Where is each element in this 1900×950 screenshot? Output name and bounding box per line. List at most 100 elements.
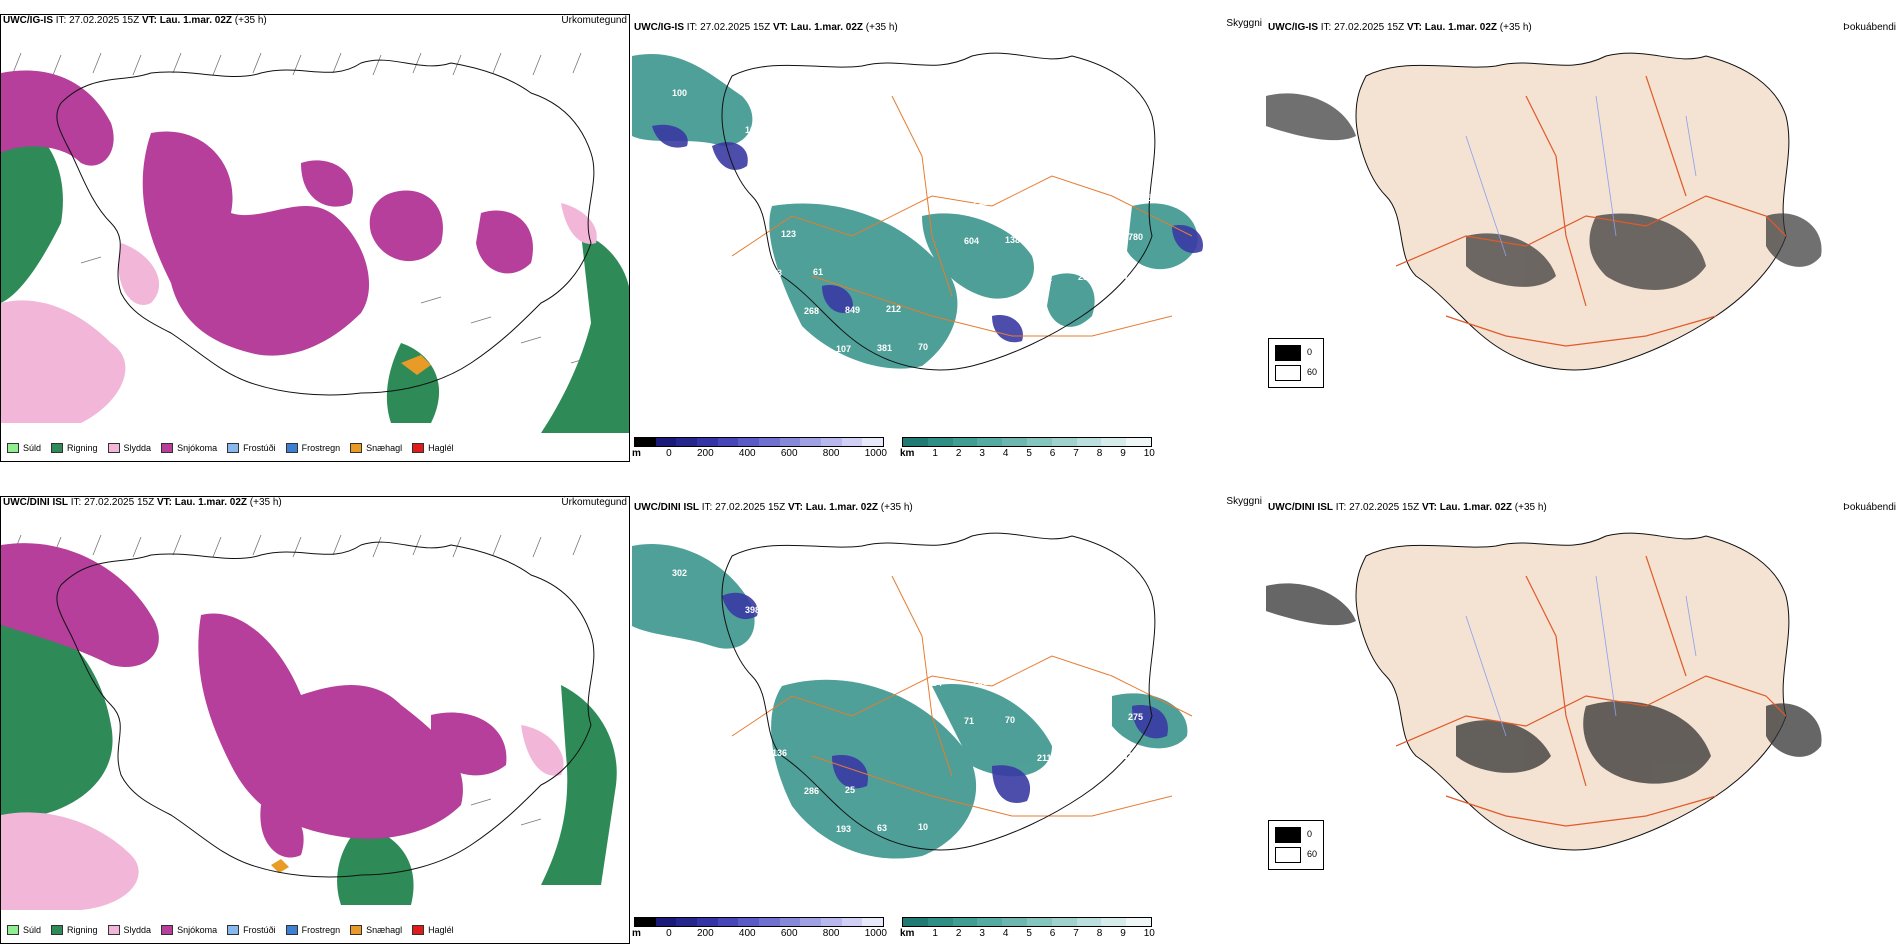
cloud-base-label: 116 xyxy=(827,123,842,133)
cloud-base-label: 84 xyxy=(754,826,764,836)
legend-item: Súld xyxy=(7,925,41,935)
cloud-base-label: 105 xyxy=(745,125,760,135)
cloud-base-label: 805 xyxy=(1137,193,1152,203)
fog-legend-swatch xyxy=(1275,365,1301,381)
cloud-base-label: 107 xyxy=(836,344,851,354)
cloud-base-label: 212 xyxy=(973,197,988,207)
colorbar-tick: 800 xyxy=(822,928,840,939)
valid-time: VT: Lau. 1.mar. 02Z xyxy=(787,502,879,513)
cloud-base-label: 616 xyxy=(959,341,974,351)
visibility-map[interactable]: 100 105 129 678 604 482 63 19 54 153 168 138 281 07 34… xyxy=(632,36,1262,436)
valid-time: VT: Lau. 1.mar. 02Z xyxy=(1406,22,1498,33)
legend-label: Snjókoma xyxy=(177,925,218,935)
legend-label: Frostregn xyxy=(301,443,341,453)
colorbar-tick: 200 xyxy=(696,928,714,939)
precip-map-frame[interactable]: UWC/IG-IS IT: 27.02.2025 15Z VT: Lau. 1.… xyxy=(0,14,630,462)
cloud-base-label: 398 xyxy=(745,605,760,615)
visibility-map[interactable]: 302 398 188 165 71 211 67 267 238 503 84 70 117 95 84 8… xyxy=(632,516,1262,916)
colorbar-tick: 400 xyxy=(738,928,756,939)
colorbar-segment xyxy=(635,918,656,926)
colorbar-segment xyxy=(717,918,739,926)
colorbar-segment xyxy=(927,918,953,926)
ceiling-colorbar xyxy=(634,917,884,927)
cloud-base-label: 188 xyxy=(818,642,833,652)
init-time: 27.02.2025 15Z xyxy=(700,22,771,33)
rivers xyxy=(1465,95,1697,257)
cloud-base-label: 98 xyxy=(699,231,709,241)
legend-item: Rigning xyxy=(51,925,98,935)
cloud-base-label: 71 xyxy=(964,716,974,726)
colorbar-segment xyxy=(977,918,1003,926)
cloud-base-label: 251 xyxy=(708,192,723,202)
colorbar-tick: 6 xyxy=(1049,928,1056,939)
cloud-base-label: 61 xyxy=(909,601,919,611)
cloud-base-label: 100 xyxy=(722,788,737,798)
legend-swatch xyxy=(107,443,120,453)
colorbar-tick: 3 xyxy=(979,928,985,939)
colorbar-segment xyxy=(977,438,1003,446)
colorbar-segment xyxy=(1126,918,1151,926)
colorbar-segment xyxy=(841,918,863,926)
cloud-base-label: 228 xyxy=(1096,194,1111,204)
cloud-base-label: 67 xyxy=(1110,790,1120,800)
cloud-base-label: 281 xyxy=(973,677,988,687)
legend-item: Snæhagl xyxy=(350,443,402,453)
panel-header: UWC/DINI ISL IT: 27.02.2025 15Z VT: Lau.… xyxy=(1268,502,1547,513)
panel-header: UWC/IG-IS IT: 27.02.2025 15Z VT: Lau. 1.… xyxy=(1268,22,1532,33)
roads xyxy=(1395,75,1787,347)
cloud-base-label: 267 xyxy=(713,827,728,837)
colorbar-tick: 10 xyxy=(1143,448,1155,459)
colorbar-segment xyxy=(862,918,884,926)
cloud-base-label: 268 xyxy=(804,306,819,316)
cloud-base-label: 595 xyxy=(1055,195,1070,205)
snow-areas xyxy=(1,70,533,356)
init-time: 27.02.2025 15Z xyxy=(1334,22,1405,33)
cloud-base-label: 316 xyxy=(1087,713,1102,723)
colorbar-segment xyxy=(841,438,863,446)
cloud-base-label: 211 xyxy=(1037,753,1052,763)
legend-label: Snjókoma xyxy=(177,443,218,453)
model-name: UWC/DINI ISL xyxy=(634,502,699,513)
cloud-base-label: 398 xyxy=(1055,675,1070,685)
cloud-base-label: 849 xyxy=(845,305,860,315)
fog-areas xyxy=(1266,583,1822,784)
colorbar-tick: 2 xyxy=(955,448,962,459)
fog-panel: UWC/DINI ISL IT: 27.02.2025 15Z VT: Lau.… xyxy=(1266,480,1896,945)
cloud-base-label: 631 xyxy=(1087,233,1102,243)
colorbar-segment xyxy=(635,438,656,446)
colorbar-tick: 3 xyxy=(979,448,985,459)
precip-map-frame[interactable]: UWC/DINI ISL IT: 27.02.2025 15Z VT: Lau.… xyxy=(0,496,630,944)
lead-time: (+35 h) xyxy=(1514,502,1547,513)
colorbar-segment xyxy=(1101,918,1127,926)
rain-areas xyxy=(1,113,629,433)
colorbar-segment xyxy=(1126,438,1151,446)
legend-item: Rigning xyxy=(51,443,98,453)
colorbar-segment xyxy=(738,918,760,926)
cloud-base-label: 238 xyxy=(786,604,801,614)
colorbar-tick: 6 xyxy=(1049,448,1056,459)
fog-map[interactable] xyxy=(1266,36,1896,436)
cloud-base-label: 168 xyxy=(932,198,947,208)
legend-item: Snæhagl xyxy=(350,925,402,935)
cloud-base-label: 56 xyxy=(900,640,910,650)
fog-legend: 0 60 xyxy=(1268,820,1324,870)
visibility-panel: UWC/IG-IS IT: 27.02.2025 15Z VT: Lau. 1.… xyxy=(632,0,1262,465)
panel-header: UWC/IG-IS IT: 27.02.2025 15Z VT: Lau. 1.… xyxy=(3,15,267,26)
cloud-base-label: 302 xyxy=(672,568,687,578)
colorbar-segment xyxy=(779,438,801,446)
cloud-base-label: 972 xyxy=(699,711,714,721)
init-time: 27.02.2025 15Z xyxy=(69,15,140,26)
legend-label: Rigning xyxy=(67,925,98,935)
colorbar-tick: 9 xyxy=(1120,448,1126,459)
legend-label: Haglél xyxy=(428,925,454,935)
lead-time: (+35 h) xyxy=(1499,22,1532,33)
cloud-base-label: 678 xyxy=(891,199,906,209)
cloud-base-label: 95 xyxy=(681,789,691,799)
model-name: UWC/IG-IS xyxy=(3,15,53,26)
fog-map[interactable] xyxy=(1266,516,1896,916)
precip-type-panel: UWC/DINI ISL IT: 27.02.2025 15Z VT: Lau.… xyxy=(0,480,630,945)
cloud-base-label: 100 xyxy=(672,88,687,98)
cloud-base-label: 130 xyxy=(795,825,810,835)
ceiling-ticks: m 0 200 400 600 800 1000 xyxy=(632,928,887,939)
legend-label: Frostregn xyxy=(301,925,341,935)
